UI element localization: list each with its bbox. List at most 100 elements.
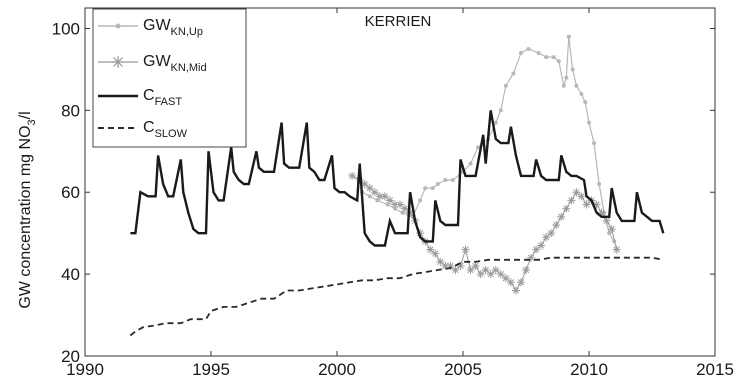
data-point-gw_up (476, 145, 481, 150)
x-tick-label: 1995 (192, 360, 230, 379)
data-point-gw_mid (348, 171, 357, 180)
data-point-gw_mid (506, 278, 515, 287)
data-point-gw_mid (501, 274, 510, 283)
x-tick-label: 2010 (570, 360, 608, 379)
legend-label-gw-mid-base: GW (143, 53, 171, 70)
data-point-gw_up (498, 108, 503, 113)
data-point-gw_up (561, 83, 566, 88)
data-point-gw_up (597, 182, 602, 187)
data-point-gw_mid (431, 249, 440, 258)
data-point-gw_up (443, 177, 448, 182)
data-point-gw_up (592, 141, 597, 146)
data-point-gw_up (570, 67, 575, 72)
axes-layer: 1990 1995 2000 2005 2010 2015 20 40 60 80 100 (52, 8, 734, 379)
data-point-gw_up (544, 55, 549, 60)
y-tick-label: 60 (61, 183, 80, 202)
data-point-gw_up (536, 51, 541, 56)
data-point-gw_up (574, 83, 579, 88)
legend-entry-gw-mid: GWKN,Mid (98, 53, 207, 74)
data-point-gw_mid (365, 184, 374, 193)
data-point-gw_up (450, 177, 455, 182)
data-point-gw_up (607, 231, 612, 236)
legend-box (92, 8, 247, 148)
data-point-gw_up (587, 120, 591, 125)
data-point-gw_mid (577, 192, 586, 201)
data-point-gw_mid (471, 261, 480, 270)
data-point-gw_mid (516, 278, 525, 287)
data-point-gw_mid (537, 241, 546, 250)
y-tick-label: 100 (52, 19, 80, 38)
legend-marker-gw-mid (112, 56, 124, 68)
data-point-gw_up (556, 59, 561, 64)
legend-label-c-slow: CSLOW (143, 119, 188, 140)
data-point-gw_mid (582, 200, 591, 209)
data-point-gw_up (583, 100, 588, 105)
legend-entry-gw-up: GWKN,Up (98, 17, 203, 38)
data-point-gw_mid (396, 200, 404, 209)
data-point-gw_mid (607, 225, 616, 234)
legend-label-gw-up-sub: KN,Up (171, 26, 203, 38)
data-point-gw_up (564, 75, 569, 80)
series-c_fast (130, 110, 665, 247)
data-point-gw_mid (612, 245, 621, 254)
legend-label-c-fast-sub: FAST (155, 96, 183, 108)
legend: GWKN,Up GWKN,Mid CFAST CSLOW (92, 8, 247, 148)
data-point-gw_up (367, 194, 372, 199)
data-point-gw_mid (567, 196, 576, 205)
plot-area (84, 7, 716, 357)
data-point-gw_mid (522, 266, 530, 275)
data-point-gw_up (518, 51, 523, 56)
data-point-gw_up (493, 120, 498, 125)
series-line-gw_up (361, 36, 615, 242)
legend-entry-c-fast: CFAST (98, 87, 182, 108)
data-point-gw_mid (552, 220, 561, 229)
data-point-gw_up (511, 71, 516, 76)
data-point-gw_mid (547, 229, 556, 238)
y-tick-label: 20 (61, 347, 80, 366)
x-tick-label: 2005 (444, 360, 482, 379)
data-point-gw_up (551, 55, 556, 60)
y-axis-label-sub: 3 (26, 119, 38, 125)
data-point-gw_mid (486, 270, 495, 279)
data-point-gw_up (526, 46, 531, 51)
x-tick-label: 2015 (696, 360, 734, 379)
data-point-gw_mid (557, 212, 566, 221)
legend-label-c-slow-sub: SLOW (155, 128, 188, 140)
y-axis-label-tail: /l (17, 111, 34, 119)
plot-frame (84, 7, 716, 357)
data-point-gw_mid (491, 266, 500, 275)
data-point-gw_up (423, 186, 428, 191)
legend-marker-gw-up (115, 23, 121, 29)
data-point-gw_mid (562, 204, 571, 213)
legend-label-gw-mid-sub: KN,Mid (171, 62, 207, 74)
legend-label-c-fast: CFAST (143, 87, 182, 108)
data-point-gw_mid (602, 216, 611, 225)
data-point-gw_mid (542, 233, 551, 242)
data-point-gw_up (392, 206, 397, 211)
y-tick-label: 40 (61, 265, 80, 284)
y-tick-label: 80 (61, 101, 80, 120)
data-point-gw_mid (385, 196, 394, 205)
data-point-gw_up (435, 182, 440, 187)
y-axis-label-main: GW concentration mg NO (17, 125, 34, 308)
x-tick-label: 2000 (318, 360, 356, 379)
series-line-c_fast (130, 110, 665, 247)
x-tick-label: 1990 (66, 360, 104, 379)
series-line-c_slow (129, 256, 664, 337)
legend-label-gw-up-base: GW (143, 17, 171, 34)
data-point-gw_mid (401, 204, 410, 213)
data-point-gw_mid (370, 188, 379, 197)
legend-label-c-fast-base: C (143, 87, 155, 104)
legend-label-c-slow-base: C (143, 119, 155, 136)
data-point-gw_up (375, 198, 380, 203)
data-point-gw_mid (511, 286, 520, 295)
legend-entry-c-slow: CSLOW (98, 119, 188, 140)
data-point-gw_mid (436, 257, 445, 266)
data-point-gw_up (579, 91, 584, 96)
legend-label-gw-up: GWKN,Up (143, 17, 203, 38)
data-point-gw_mid (496, 270, 505, 279)
data-point-gw_mid (572, 188, 581, 197)
data-point-gw_mid (380, 192, 389, 201)
data-point-gw_mid (466, 266, 475, 275)
